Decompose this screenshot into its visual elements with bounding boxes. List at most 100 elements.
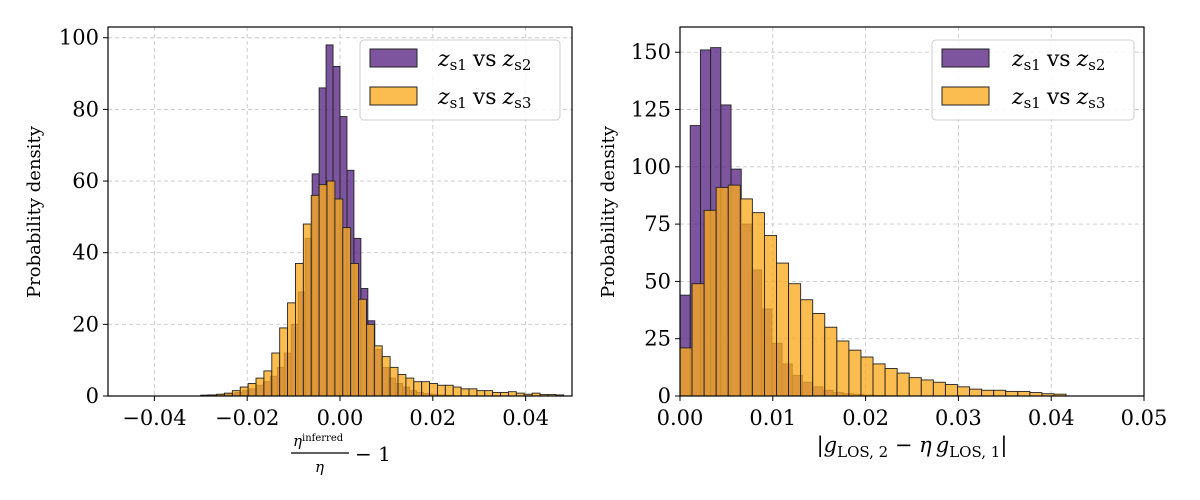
legend-sub: s1 xyxy=(450,56,467,74)
histogram-bar-s3 xyxy=(776,262,790,397)
right-xlabel: |gLOS, 2 − η gLOS, 1| xyxy=(817,433,1008,461)
histogram-bar-s3 xyxy=(896,372,910,397)
histogram-bar-s3 xyxy=(287,302,296,397)
histogram-bar-s3 xyxy=(981,389,995,397)
legend-z: z xyxy=(1011,47,1024,72)
histogram-bar-s3 xyxy=(366,323,375,397)
histogram-bar-s3 xyxy=(413,381,423,397)
histogram-bar-s3 xyxy=(239,386,249,397)
y-tick-label: 25 xyxy=(644,327,671,351)
histogram-bar-s3 xyxy=(860,356,874,397)
histogram-bar-s3 xyxy=(436,384,446,397)
y-tick-label: 40 xyxy=(72,241,99,265)
histogram-bar-s3 xyxy=(751,212,765,397)
xlabel-numerator: η xyxy=(293,432,302,450)
histogram-bar-s3 xyxy=(800,299,814,397)
histogram-bar-s3 xyxy=(848,349,862,397)
legend-entry-s3: zs1 vs zs3 xyxy=(437,85,531,112)
legend-swatch-s3 xyxy=(941,86,990,106)
histogram-bar-s3 xyxy=(429,383,438,397)
histogram-bar-s3 xyxy=(824,326,838,397)
x-tick-label: 0.02 xyxy=(842,406,889,430)
histogram-bar-s3 xyxy=(255,377,265,397)
histogram-bar-s3 xyxy=(421,381,431,397)
legend-z: z xyxy=(1076,47,1089,72)
histogram-bar-s3 xyxy=(397,374,407,397)
legend-z: z xyxy=(437,47,450,72)
histogram-bar-s3 xyxy=(318,184,328,397)
x-tick-label: 0.02 xyxy=(409,406,456,430)
x-tick-label: 0.00 xyxy=(657,406,704,430)
histogram-bar-s3 xyxy=(884,368,898,397)
legend-vs: vs xyxy=(1046,47,1071,72)
histogram-bar-s3 xyxy=(279,327,289,397)
histogram-bar-s3 xyxy=(271,352,281,397)
y-tick-label: 125 xyxy=(631,98,671,122)
x-tick-label: −0.02 xyxy=(215,406,279,430)
left-ylabel: Probability density xyxy=(24,125,45,298)
histogram-bar-s3 xyxy=(1005,390,1019,397)
legend-z: z xyxy=(502,47,515,72)
y-tick-label: 75 xyxy=(644,212,671,236)
histogram-bar-s3 xyxy=(944,384,958,397)
right-legend: zs1 vs zs2 zs1 vs zs3 xyxy=(931,39,1135,121)
histogram-bar-s3 xyxy=(836,340,850,397)
x-tick-label: 0.05 xyxy=(1121,406,1168,430)
legend-vs: vs xyxy=(472,47,497,72)
y-tick-label: 20 xyxy=(72,312,99,336)
histogram-bar-s3 xyxy=(263,370,273,397)
histogram-bar-s3 xyxy=(703,209,717,397)
histogram-bar-s3 xyxy=(342,227,352,397)
x-tick-label: 0.01 xyxy=(749,406,796,430)
histogram-bar-s3 xyxy=(908,377,922,397)
legend-sub: s1 xyxy=(450,94,467,112)
legend-sub: s2 xyxy=(514,56,531,74)
legend-entry-s2: zs1 vs zs2 xyxy=(437,47,531,74)
left-ticks: −0.04 −0.02 0.00 0.02 0.04 0 20 40 60 80 100 xyxy=(59,26,549,430)
histogram-bar-s3 xyxy=(727,184,741,397)
right-axes-frame xyxy=(679,26,1145,397)
histogram-bar-s3 xyxy=(484,390,494,397)
histogram-bar-s3 xyxy=(920,379,934,397)
histogram-bar-s3 xyxy=(932,381,946,397)
histogram-bar-s3 xyxy=(691,283,705,397)
histogram-bar-s3 xyxy=(679,347,693,397)
xlabel-minus: − xyxy=(888,433,919,457)
left-xlabel: η inferred η − 1 xyxy=(291,432,391,476)
histogram-bar-s3 xyxy=(969,388,983,397)
histogram-bar-s3 xyxy=(444,384,454,397)
xlabel-abs-open: | xyxy=(817,433,824,458)
left-bars xyxy=(200,44,565,397)
histogram-bar-s3 xyxy=(405,377,415,397)
histogram-bar-s3 xyxy=(326,180,336,397)
histogram-bar-s3 xyxy=(788,283,802,397)
histogram-bar-s3 xyxy=(310,194,320,397)
legend-vs: vs xyxy=(472,85,497,110)
legend-z: z xyxy=(1011,85,1024,110)
xlabel-abs-close: | xyxy=(1000,433,1007,458)
xlabel-sub2: LOS, 2 xyxy=(837,443,888,461)
y-tick-label: 0 xyxy=(86,384,99,408)
left-legend: zs1 vs zs2 zs1 vs zs3 xyxy=(359,39,561,121)
histogram-bar-s3 xyxy=(507,391,517,397)
xlabel-denominator: η xyxy=(315,458,324,476)
xlabel-sub1: LOS, 1 xyxy=(949,443,1000,461)
histogram-bar-s3 xyxy=(468,388,478,397)
x-tick-label: −0.04 xyxy=(122,406,186,430)
legend-sub: s3 xyxy=(514,94,531,112)
xlabel-numerator-sup: inferred xyxy=(302,433,344,444)
x-tick-label: 0.00 xyxy=(317,406,364,430)
histogram-bar-s3 xyxy=(381,356,391,397)
right-ticks: 0.00 0.01 0.02 0.03 0.04 0.05 0 25 50 75 100 125 150 xyxy=(631,40,1167,430)
left-panel: −0.04 −0.02 0.00 0.02 0.04 0 20 40 60 80 100 Proba… xyxy=(24,26,573,476)
legend-sub: s1 xyxy=(1024,94,1041,112)
x-tick-label: 0.03 xyxy=(935,406,982,430)
histogram-bar-s3 xyxy=(764,235,777,397)
y-tick-label: 60 xyxy=(72,169,99,193)
x-tick-label: 0.04 xyxy=(1028,406,1075,430)
